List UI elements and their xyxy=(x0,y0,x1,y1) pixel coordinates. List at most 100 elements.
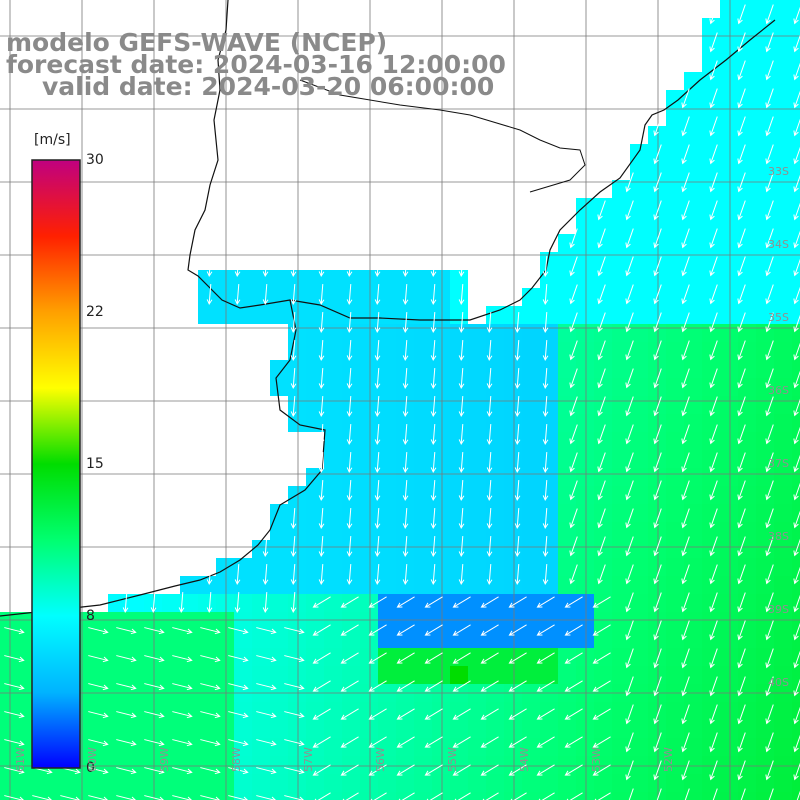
wind-speed-cell xyxy=(180,702,198,720)
wind-arrow xyxy=(452,708,471,720)
wind-speed-cell xyxy=(612,324,630,342)
wind-speed-cell xyxy=(450,450,468,468)
wind-speed-cell xyxy=(522,594,540,612)
wind-speed-cell xyxy=(324,342,342,360)
wind-arrow xyxy=(542,479,549,502)
wind-speed-cell xyxy=(774,666,792,684)
wind-arrow xyxy=(340,596,359,608)
wind-speed-cell xyxy=(360,360,378,378)
wind-speed-cell xyxy=(198,756,216,774)
wind-arrow xyxy=(374,255,381,278)
wind-speed-cell xyxy=(576,702,594,720)
wind-arrow xyxy=(514,535,521,558)
wind-speed-cell xyxy=(324,360,342,378)
wind-arrow xyxy=(346,479,353,502)
wind-speed-cell xyxy=(414,360,432,378)
wind-speed-cell xyxy=(324,792,342,800)
wind-speed-cell xyxy=(162,666,180,684)
wind-arrow xyxy=(514,479,521,502)
wind-arrow xyxy=(346,535,353,558)
wind-speed-cell xyxy=(450,396,468,414)
wind-speed-cell xyxy=(450,612,468,630)
wind-speed-cell xyxy=(666,234,684,252)
wind-speed-cell xyxy=(342,594,360,612)
wind-speed-cell xyxy=(720,72,738,90)
wind-arrow xyxy=(542,339,549,362)
wind-speed-cell xyxy=(414,774,432,792)
wind-arrow xyxy=(653,144,662,165)
wind-arrow xyxy=(765,676,774,697)
wind-speed-cell xyxy=(396,558,414,576)
wind-arrow xyxy=(793,538,800,557)
wind-speed-cell xyxy=(720,0,738,18)
wind-speed-cell xyxy=(522,720,540,738)
wind-speed-cell xyxy=(288,378,306,396)
wind-arrow xyxy=(342,792,359,800)
wind-speed-cell xyxy=(648,216,666,234)
wind-speed-cell xyxy=(432,792,450,800)
wind-arrow xyxy=(430,339,437,362)
wind-arrow xyxy=(88,683,109,691)
wind-speed-cell xyxy=(378,378,396,396)
wind-speed-cell xyxy=(720,576,738,594)
wind-arrow xyxy=(318,451,325,474)
wind-speed-cell xyxy=(324,774,342,792)
wind-arrow xyxy=(116,655,137,663)
wind-speed-cell xyxy=(342,324,360,342)
wind-arrow xyxy=(681,648,690,669)
wind-speed-cell xyxy=(360,342,378,360)
wind-speed-cell xyxy=(558,342,576,360)
wind-arrow xyxy=(486,311,493,334)
wind-arrow xyxy=(234,591,241,614)
wind-speed-cell xyxy=(234,594,252,612)
wind-arrow xyxy=(653,732,662,753)
wind-speed-cell xyxy=(756,108,774,126)
wind-speed-cell xyxy=(198,702,216,720)
wind-arrow xyxy=(426,792,443,800)
wind-speed-cell xyxy=(558,774,576,792)
wind-speed-cell xyxy=(288,792,306,800)
wind-speed-cell xyxy=(702,180,720,198)
wind-speed-cell xyxy=(504,630,522,648)
wind-speed-cell xyxy=(324,522,342,540)
wind-speed-cell xyxy=(378,360,396,378)
wind-speed-cell xyxy=(162,792,180,800)
wind-arrow xyxy=(566,792,583,800)
wind-speed-cell xyxy=(738,180,756,198)
wind-arrow xyxy=(653,256,662,277)
wind-speed-cell xyxy=(396,522,414,540)
wind-speed-cell xyxy=(540,648,558,666)
wind-arrow xyxy=(346,283,353,306)
wind-speed-cell xyxy=(540,468,558,486)
wind-arrow xyxy=(737,396,746,417)
wind-arrow xyxy=(597,424,606,445)
wind-speed-cell xyxy=(558,234,576,252)
wind-arrow xyxy=(116,627,137,635)
wind-speed-cell xyxy=(630,630,648,648)
wind-speed-cell xyxy=(324,504,342,522)
wind-arrow xyxy=(262,591,269,614)
wind-speed-cell xyxy=(522,342,540,360)
wind-speed-cell xyxy=(162,756,180,774)
wind-speed-cell xyxy=(720,18,738,36)
wind-speed-cell xyxy=(630,324,648,342)
wind-arrow xyxy=(709,508,718,529)
wind-speed-cell xyxy=(504,414,522,432)
wind-speed-cell xyxy=(378,702,396,720)
wind-arrow xyxy=(569,340,578,361)
wind-arrow xyxy=(536,652,555,664)
wind-speed-cell xyxy=(666,666,684,684)
wind-arrow xyxy=(564,736,583,748)
wind-speed-cell xyxy=(414,576,432,594)
wind-speed-cell xyxy=(720,720,738,738)
wind-speed-cell xyxy=(486,612,504,630)
wind-arrow xyxy=(653,396,662,417)
wind-speed-cell xyxy=(774,378,792,396)
wind-speed-cell xyxy=(738,702,756,720)
wind-speed-cell xyxy=(612,180,630,198)
wind-arrow xyxy=(234,283,241,306)
wind-arrow xyxy=(340,624,359,636)
wind-speed-cell xyxy=(414,540,432,558)
wind-speed-cell xyxy=(504,612,522,630)
wind-arrow xyxy=(569,228,578,249)
